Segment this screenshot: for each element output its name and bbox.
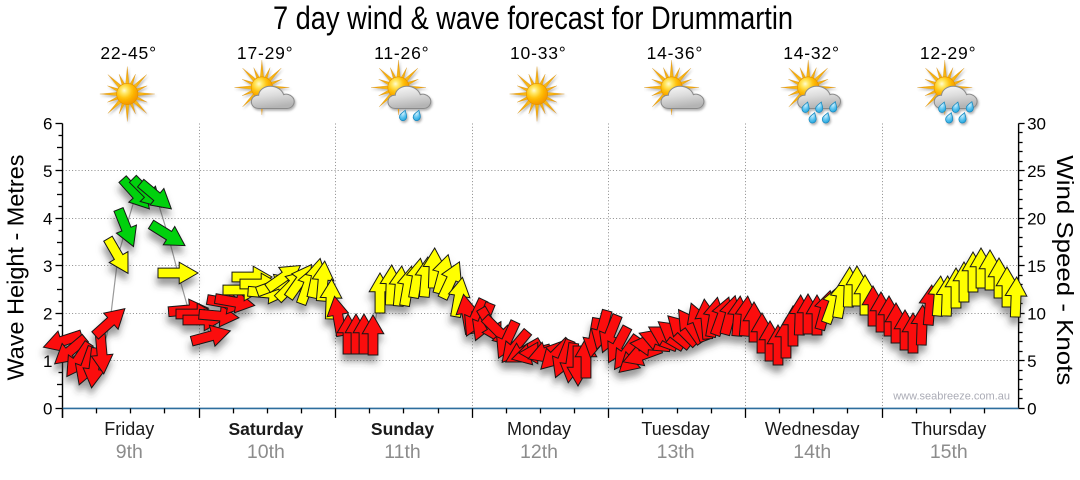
svg-text:Tuesday: Tuesday xyxy=(641,419,709,439)
svg-text:14th: 14th xyxy=(793,441,831,463)
svg-text:12th: 12th xyxy=(520,441,558,463)
svg-text:9th: 9th xyxy=(116,441,143,463)
svg-text:13th: 13th xyxy=(657,441,695,463)
svg-text:1: 1 xyxy=(43,352,52,371)
svg-text:10: 10 xyxy=(1027,304,1046,323)
svg-text:25: 25 xyxy=(1027,162,1046,181)
svg-text:www.seabreeze.com.au: www.seabreeze.com.au xyxy=(892,391,1010,403)
svg-text:Wind Speed - Knots: Wind Speed - Knots xyxy=(1052,155,1078,385)
svg-text:Thursday: Thursday xyxy=(911,419,986,439)
svg-text:10-33°: 10-33° xyxy=(510,43,567,63)
svg-text:30: 30 xyxy=(1027,115,1046,134)
svg-text:17-29°: 17-29° xyxy=(237,43,294,63)
svg-text:Wave Height - Metres: Wave Height - Metres xyxy=(3,155,29,381)
svg-text:14-32°: 14-32° xyxy=(783,43,840,63)
svg-text:2: 2 xyxy=(43,304,52,323)
svg-text:3: 3 xyxy=(43,257,52,276)
svg-text:5: 5 xyxy=(1027,352,1036,371)
svg-text:5: 5 xyxy=(43,162,52,181)
svg-text:15th: 15th xyxy=(930,441,968,463)
svg-text:0: 0 xyxy=(43,399,52,418)
svg-text:14-36°: 14-36° xyxy=(647,43,704,63)
svg-text:0: 0 xyxy=(1027,399,1036,418)
svg-text:Friday: Friday xyxy=(104,419,154,439)
svg-text:11-26°: 11-26° xyxy=(374,43,429,63)
svg-text:Saturday: Saturday xyxy=(228,419,303,439)
svg-text:10th: 10th xyxy=(247,441,285,463)
svg-text:Wednesday: Wednesday xyxy=(765,419,860,439)
svg-text:22-45°: 22-45° xyxy=(100,43,157,63)
svg-text:15: 15 xyxy=(1027,257,1046,276)
svg-text:4: 4 xyxy=(43,210,52,229)
svg-text:Sunday: Sunday xyxy=(371,419,434,439)
svg-text:12-29°: 12-29° xyxy=(920,43,977,63)
svg-text:11th: 11th xyxy=(384,441,421,463)
svg-text:6: 6 xyxy=(43,115,52,134)
svg-text:20: 20 xyxy=(1027,210,1046,229)
svg-text:7 day wind & wave forecast for: 7 day wind & wave forecast for Drummarti… xyxy=(273,0,793,36)
svg-text:Monday: Monday xyxy=(507,419,571,439)
